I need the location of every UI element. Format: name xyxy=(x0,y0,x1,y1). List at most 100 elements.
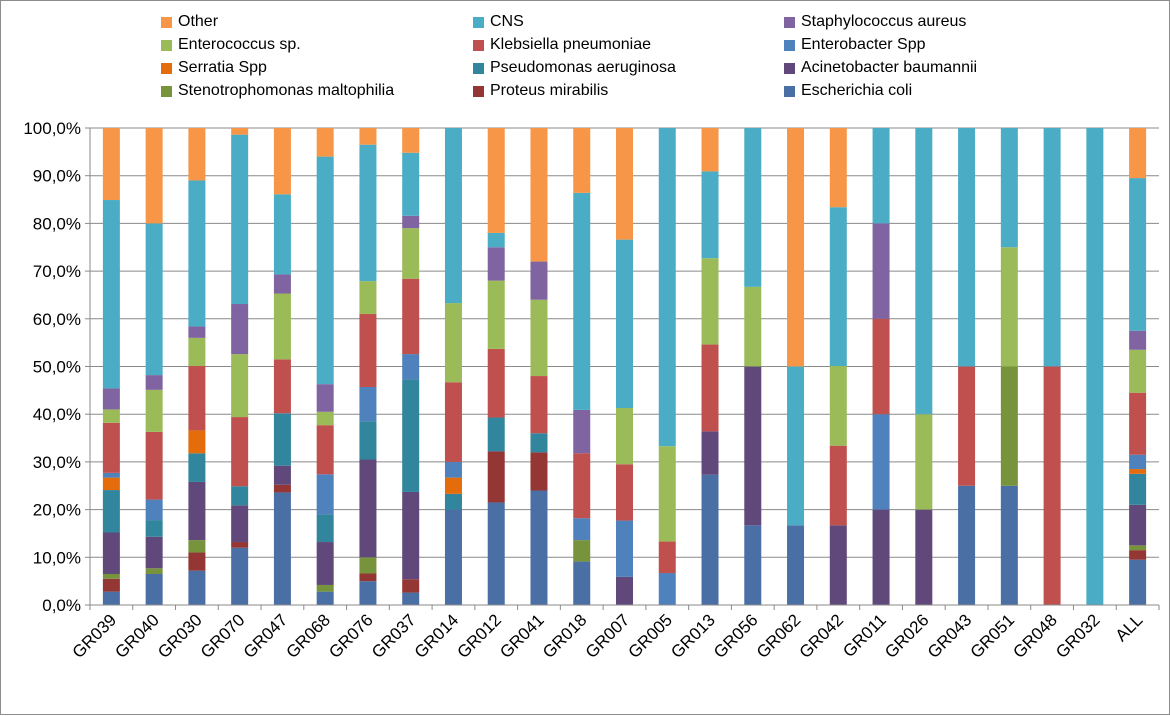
bar-segment-gr040-staphylococcus-aureus xyxy=(145,375,163,390)
bar-segment-gr039-pseudomonas-aeruginosa xyxy=(102,490,120,533)
bar-segment-gr041-other xyxy=(530,128,548,262)
bar-segment-all-acinetobacter-baumannii xyxy=(1129,504,1147,546)
bar-segment-all-escherichia-coli xyxy=(1129,559,1147,605)
legend-item-pseudomonas-aeruginosa: Pseudomonas aeruginosa xyxy=(473,58,676,78)
bar-segment-gr014-serratia-spp xyxy=(444,477,462,494)
bar-segment-gr051-escherichia-coli xyxy=(1000,485,1018,605)
bar-segment-gr047-cns xyxy=(273,194,291,275)
x-tick-label: GR032 xyxy=(1052,610,1104,662)
bar-segment-gr040-other xyxy=(145,128,163,224)
bar-segment-gr007-acinetobacter-baumannii xyxy=(616,576,633,605)
x-tick-label: GR013 xyxy=(667,610,719,662)
bar-segment-all-proteus-mirabilis xyxy=(1129,550,1147,560)
bar-segment-gr011-klebsiella-pneumoniae xyxy=(872,318,890,415)
x-tick-label: GR062 xyxy=(753,610,805,662)
bar-segment-gr014-pseudomonas-aeruginosa xyxy=(444,493,462,510)
x-tick-label: GR047 xyxy=(240,610,292,662)
legend-label: Proteus mirabilis xyxy=(490,82,609,99)
legend-label: Pseudomonas aeruginosa xyxy=(490,59,676,76)
bar-segment-gr051-cns xyxy=(1000,128,1018,248)
bar-segment-gr018-escherichia-coli xyxy=(573,561,591,605)
bar-segment-all-pseudomonas-aeruginosa xyxy=(1129,473,1147,505)
bar-segment-gr076-pseudomonas-aeruginosa xyxy=(359,421,377,460)
bar-segment-gr039-escherichia-coli xyxy=(102,591,120,605)
bar-segment-gr014-escherichia-coli xyxy=(444,509,462,605)
bar-segment-gr076-cns xyxy=(359,144,377,282)
bar-segment-gr026-cns xyxy=(915,128,933,415)
bar-segment-gr011-enterobacter-spp xyxy=(872,414,890,510)
bar-segment-gr068-escherichia-coli xyxy=(316,591,334,605)
bar-segment-gr047-staphylococcus-aureus xyxy=(273,274,291,294)
bar-segment-gr037-pseudomonas-aeruginosa xyxy=(402,379,420,492)
y-tick-label: 30,0% xyxy=(33,453,81,472)
bar-segment-gr039-serratia-spp xyxy=(102,477,120,491)
bar-segment-gr011-staphylococcus-aureus xyxy=(872,223,890,319)
legend-item-escherichia-coli: Escherichia coli xyxy=(784,81,912,101)
bar-segment-gr042-other xyxy=(829,128,847,208)
bar-segment-gr068-staphylococcus-aureus xyxy=(316,384,334,412)
bar-segment-gr037-other xyxy=(402,128,420,153)
bar-segment-gr018-cns xyxy=(573,192,591,410)
x-tick-label: GR068 xyxy=(282,610,334,662)
legend-swatch xyxy=(161,39,172,51)
bar-segment-gr032-cns xyxy=(1086,128,1104,605)
bar-segment-gr076-stenotrophomonas-maltophilia xyxy=(359,557,377,574)
x-tick-label: GR051 xyxy=(967,610,1019,662)
bar-segment-gr048-klebsiella-pneumoniae xyxy=(1043,366,1061,605)
bar-segment-gr037-staphylococcus-aureus xyxy=(402,215,420,229)
bar-segment-gr047-proteus-mirabilis xyxy=(273,484,291,493)
bar-segment-gr005-cns xyxy=(658,128,676,447)
legend-label: Escherichia coli xyxy=(801,82,913,99)
bar-segment-gr068-enterococcus-sp xyxy=(316,411,334,426)
bar-segment-gr070-pseudomonas-aeruginosa xyxy=(231,486,249,506)
y-tick-label: 40,0% xyxy=(33,405,81,424)
legend-label: Other xyxy=(178,13,219,30)
bar-segment-gr070-other xyxy=(231,128,249,135)
legend-swatch xyxy=(473,16,484,28)
bar-segment-gr039-other xyxy=(102,128,120,201)
bar-segment-gr030-escherichia-coli xyxy=(188,570,206,605)
bar-segment-gr005-enterococcus-sp xyxy=(658,446,676,542)
bar-segment-gr040-klebsiella-pneumoniae xyxy=(145,431,163,500)
bar-segment-gr011-acinetobacter-baumannii xyxy=(872,509,890,605)
legend-label: Serratia Spp xyxy=(178,59,267,76)
bar-segment-all-enterococcus-sp xyxy=(1129,349,1147,393)
bar-segment-all-klebsiella-pneumoniae xyxy=(1129,392,1147,455)
bar-segment-gr042-klebsiella-pneumoniae xyxy=(829,445,847,526)
bar-segment-gr018-other xyxy=(573,128,591,193)
bar-segment-gr039-enterococcus-sp xyxy=(102,409,120,423)
bar-segment-gr041-escherichia-coli xyxy=(530,490,548,605)
legend-swatch xyxy=(784,85,795,97)
bar-segment-gr042-enterococcus-sp xyxy=(829,366,847,446)
legend-label: Klebsiella pneumoniae xyxy=(490,36,651,53)
bar-segment-gr056-acinetobacter-baumannii xyxy=(744,366,762,526)
bar-segment-gr005-enterobacter-spp xyxy=(658,573,676,605)
bar-segment-gr076-enterobacter-spp xyxy=(359,387,377,422)
bar-segment-all-cns xyxy=(1129,178,1147,331)
bar-segment-gr014-cns xyxy=(444,128,462,304)
legend-label: Staphylococcus aureus xyxy=(801,13,967,30)
bar-segment-gr040-enterobacter-spp xyxy=(145,499,163,521)
x-tick-label: GR005 xyxy=(625,610,677,662)
bar-segment-gr041-pseudomonas-aeruginosa xyxy=(530,433,548,453)
bar-segment-gr062-cns xyxy=(787,366,805,526)
bar-segment-gr040-pseudomonas-aeruginosa xyxy=(145,520,163,537)
x-tick-label: GR043 xyxy=(924,610,976,662)
bar-segment-gr013-other xyxy=(701,128,719,172)
legend-swatch xyxy=(473,85,484,97)
bar-segment-gr051-stenotrophomonas-maltophilia xyxy=(1000,366,1018,486)
x-tick-label: GR056 xyxy=(710,610,762,662)
legend-swatch xyxy=(473,62,484,74)
bar-segment-gr056-enterococcus-sp xyxy=(744,286,762,367)
bar-segment-gr070-klebsiella-pneumoniae xyxy=(231,417,249,487)
bar-segment-gr037-cns xyxy=(402,152,420,216)
x-tick-label: GR026 xyxy=(881,610,933,662)
bar-segment-gr039-cns xyxy=(102,200,120,389)
x-tick-label: GR041 xyxy=(496,610,548,662)
bar-segment-all-serratia-spp xyxy=(1129,469,1147,474)
bar-segment-all-other xyxy=(1129,128,1147,179)
bar-segment-gr030-other xyxy=(188,128,206,181)
bar-segment-gr076-escherichia-coli xyxy=(359,581,377,605)
bar-segment-gr037-proteus-mirabilis xyxy=(402,579,420,593)
